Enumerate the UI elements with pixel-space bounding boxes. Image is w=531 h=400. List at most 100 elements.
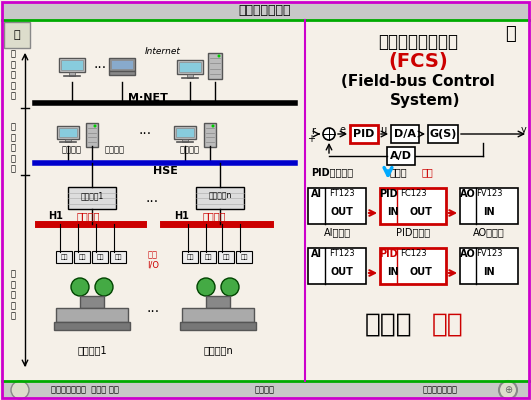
Circle shape bbox=[95, 278, 113, 296]
Text: FT123: FT123 bbox=[329, 190, 355, 198]
FancyBboxPatch shape bbox=[179, 62, 201, 72]
Text: FV123: FV123 bbox=[476, 250, 502, 258]
Text: FC123: FC123 bbox=[400, 190, 426, 198]
FancyBboxPatch shape bbox=[208, 53, 222, 79]
FancyBboxPatch shape bbox=[176, 128, 194, 137]
Text: ...: ... bbox=[147, 301, 159, 315]
FancyBboxPatch shape bbox=[182, 251, 198, 263]
FancyBboxPatch shape bbox=[59, 58, 85, 72]
Text: 功能块: 功能块 bbox=[390, 167, 408, 177]
Circle shape bbox=[93, 124, 97, 128]
Text: e: e bbox=[339, 125, 345, 135]
Text: PID功能块: PID功能块 bbox=[396, 227, 430, 237]
Text: HSE: HSE bbox=[152, 166, 177, 176]
FancyBboxPatch shape bbox=[187, 74, 193, 78]
Text: 现场设备1: 现场设备1 bbox=[80, 191, 104, 200]
FancyBboxPatch shape bbox=[308, 248, 366, 284]
Text: M·NET: M·NET bbox=[128, 93, 168, 103]
FancyBboxPatch shape bbox=[92, 251, 108, 263]
Text: OUT: OUT bbox=[409, 267, 432, 277]
Text: 计算机控制系统  王锦标 编著: 计算机控制系统 王锦标 编著 bbox=[51, 386, 119, 394]
FancyBboxPatch shape bbox=[204, 123, 216, 147]
FancyBboxPatch shape bbox=[2, 381, 529, 398]
Text: 计算机站: 计算机站 bbox=[180, 146, 200, 154]
Text: OUT: OUT bbox=[331, 267, 354, 277]
Text: 监
控
自
动
层: 监 控 自 动 层 bbox=[11, 123, 15, 173]
Circle shape bbox=[71, 278, 89, 296]
FancyBboxPatch shape bbox=[109, 58, 135, 71]
FancyBboxPatch shape bbox=[196, 187, 244, 209]
FancyBboxPatch shape bbox=[350, 125, 378, 143]
Text: 现场总线: 现场总线 bbox=[202, 211, 226, 221]
FancyBboxPatch shape bbox=[80, 296, 104, 308]
Text: 生产装置1: 生产装置1 bbox=[77, 345, 107, 355]
Text: G(S): G(S) bbox=[429, 129, 457, 139]
FancyBboxPatch shape bbox=[56, 308, 128, 322]
FancyBboxPatch shape bbox=[174, 126, 196, 139]
Text: (FCS): (FCS) bbox=[388, 52, 448, 72]
FancyBboxPatch shape bbox=[460, 248, 518, 284]
Text: 液位: 液位 bbox=[186, 254, 194, 260]
Text: 液位: 液位 bbox=[60, 254, 68, 260]
FancyBboxPatch shape bbox=[86, 123, 98, 147]
Text: ⊕: ⊕ bbox=[504, 385, 512, 395]
Text: H1: H1 bbox=[175, 211, 190, 221]
Text: (Field-bus Control: (Field-bus Control bbox=[341, 74, 495, 90]
Text: 清华大学出版社: 清华大学出版社 bbox=[423, 386, 458, 394]
Text: ...: ... bbox=[93, 57, 107, 71]
FancyBboxPatch shape bbox=[68, 187, 116, 209]
Text: 控制
I/O: 控制 I/O bbox=[147, 250, 159, 270]
Text: IN: IN bbox=[387, 207, 399, 217]
Circle shape bbox=[211, 124, 215, 128]
Text: 电机: 电机 bbox=[114, 254, 122, 260]
Text: OUT: OUT bbox=[409, 207, 432, 217]
Circle shape bbox=[197, 278, 215, 296]
Text: 组态: 组态 bbox=[422, 167, 434, 177]
FancyBboxPatch shape bbox=[56, 251, 72, 263]
Circle shape bbox=[221, 278, 239, 296]
Text: AO: AO bbox=[460, 249, 476, 259]
FancyBboxPatch shape bbox=[54, 322, 130, 330]
Text: IN: IN bbox=[483, 267, 495, 277]
Text: FC123: FC123 bbox=[400, 250, 426, 258]
Text: System): System) bbox=[390, 92, 460, 108]
FancyBboxPatch shape bbox=[74, 251, 90, 263]
Text: 流量: 流量 bbox=[78, 254, 85, 260]
FancyBboxPatch shape bbox=[180, 322, 256, 330]
Text: AO功能块: AO功能块 bbox=[473, 227, 505, 237]
Text: PID控制回路: PID控制回路 bbox=[311, 167, 353, 177]
Text: 现场设备n: 现场设备n bbox=[208, 191, 232, 200]
Text: IN: IN bbox=[387, 267, 399, 277]
Circle shape bbox=[499, 381, 517, 399]
Text: -: - bbox=[324, 134, 328, 144]
Text: FT123: FT123 bbox=[329, 250, 355, 258]
FancyBboxPatch shape bbox=[200, 251, 216, 263]
Circle shape bbox=[323, 128, 335, 140]
FancyBboxPatch shape bbox=[69, 72, 75, 76]
Text: +: + bbox=[307, 134, 315, 144]
Text: H1: H1 bbox=[48, 211, 63, 221]
Text: PID: PID bbox=[379, 249, 397, 259]
Text: 🏆: 🏆 bbox=[504, 25, 516, 43]
Text: Internet: Internet bbox=[145, 48, 181, 56]
Text: r: r bbox=[311, 126, 315, 136]
Text: AI: AI bbox=[311, 249, 321, 259]
FancyBboxPatch shape bbox=[182, 139, 188, 142]
Text: 功能块: 功能块 bbox=[365, 312, 413, 338]
FancyBboxPatch shape bbox=[391, 125, 419, 143]
FancyBboxPatch shape bbox=[428, 125, 458, 143]
Text: OUT: OUT bbox=[331, 207, 354, 217]
FancyBboxPatch shape bbox=[110, 251, 126, 263]
Text: 电机: 电机 bbox=[240, 254, 248, 260]
FancyBboxPatch shape bbox=[177, 60, 203, 74]
Text: y: y bbox=[521, 125, 527, 135]
FancyBboxPatch shape bbox=[218, 251, 234, 263]
Text: D/A: D/A bbox=[394, 129, 416, 139]
Text: 开关: 开关 bbox=[222, 254, 230, 260]
Text: 现场总线控制系统: 现场总线控制系统 bbox=[378, 33, 458, 51]
FancyBboxPatch shape bbox=[380, 188, 446, 224]
FancyBboxPatch shape bbox=[4, 22, 30, 48]
Text: PID: PID bbox=[353, 129, 375, 139]
FancyBboxPatch shape bbox=[308, 188, 366, 224]
Text: 组态: 组态 bbox=[432, 312, 464, 338]
